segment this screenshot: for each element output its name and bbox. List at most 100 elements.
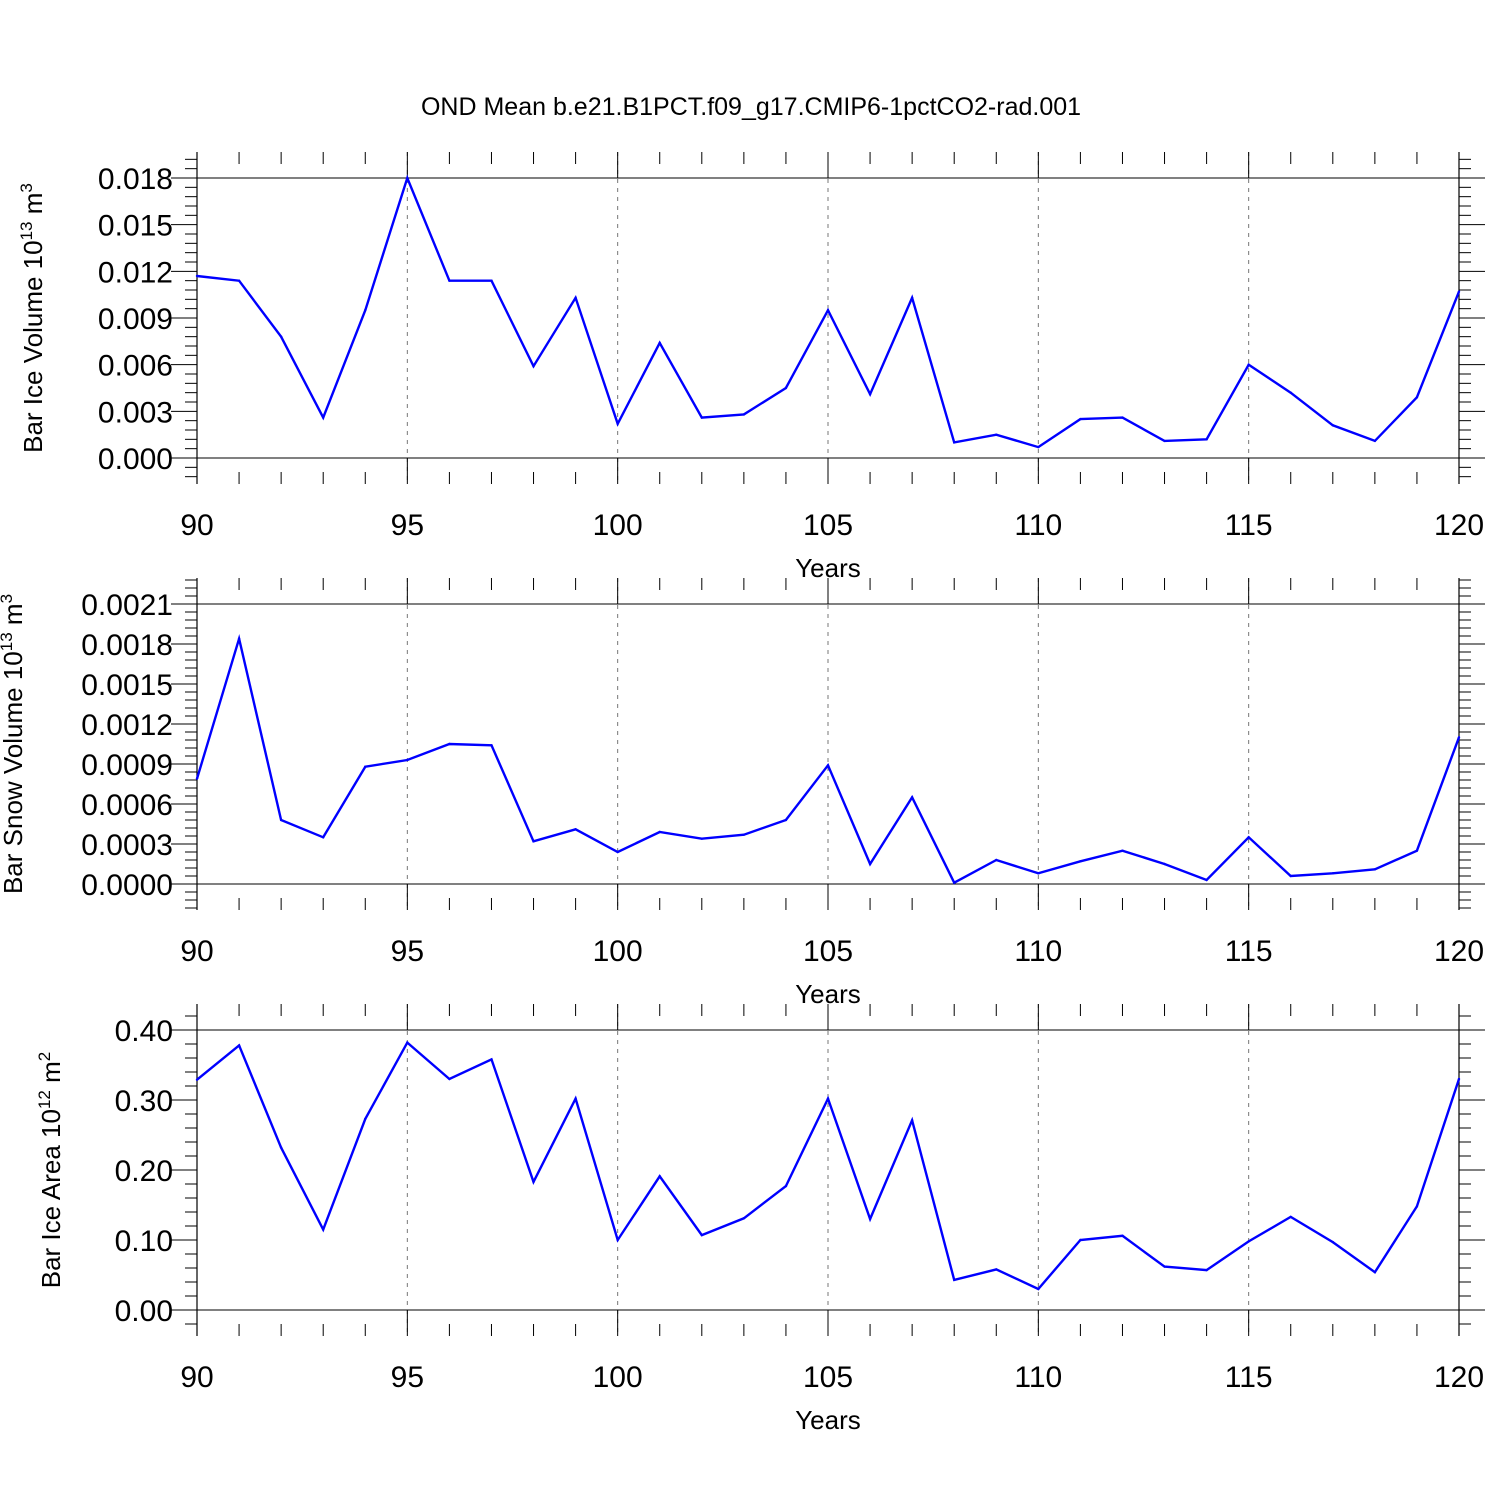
data-point: [1289, 874, 1292, 878]
data-point: [574, 1097, 577, 1100]
data-point: [1415, 849, 1419, 852]
data-point: [1079, 417, 1082, 421]
data-point: [1331, 872, 1335, 875]
data-point: [574, 828, 577, 831]
data-point: [1205, 878, 1208, 882]
data-point: [364, 765, 367, 768]
data-point: [995, 433, 998, 436]
data-point: [1121, 1234, 1124, 1238]
y-tick-label: 0.0021: [81, 589, 173, 622]
y-axis-label-part: m: [18, 193, 48, 222]
y-tick-label: 0.000: [98, 443, 173, 476]
data-point: [1037, 1287, 1040, 1291]
data-point: [742, 413, 746, 416]
x-tick-label: 95: [391, 1361, 424, 1394]
data-point: [406, 1041, 409, 1044]
data-point: [1415, 396, 1419, 399]
data-point: [1373, 1271, 1377, 1274]
data-point: [1457, 290, 1461, 293]
data-point: [742, 833, 746, 836]
data-point: [1037, 872, 1040, 875]
y-axis-label-part: Bar Ice Area 10: [36, 1109, 66, 1288]
y-tick-label: 0.0006: [81, 789, 173, 822]
figure-title: OND Mean b.e21.B1PCT.f09_g17.CMIP6-1pctC…: [421, 93, 1081, 121]
data-point: [364, 309, 367, 312]
data-point: [195, 777, 199, 780]
y-axis-label-superscript: 13: [17, 221, 36, 240]
x-tick-label: 105: [803, 1361, 853, 1394]
x-tick-label: 90: [180, 509, 213, 542]
data-point: [448, 279, 451, 282]
y-tick-label: 0.018: [98, 163, 173, 196]
x-tick-label: 105: [803, 509, 853, 542]
data-point: [616, 1238, 619, 1242]
data-point: [1457, 736, 1461, 739]
y-tick-label: 0.10: [115, 1225, 173, 1258]
data-point: [616, 850, 619, 854]
data-point: [1163, 1265, 1166, 1268]
data-point: [868, 862, 872, 866]
y-tick-label: 0.009: [98, 303, 173, 336]
y-tick-label: 0.003: [98, 396, 173, 429]
y-axis-label: Bar Ice Volume 1013 m3: [17, 183, 48, 453]
x-tick-label: 110: [1014, 509, 1062, 542]
x-tick-label: 115: [1225, 509, 1273, 542]
data-point: [658, 1175, 661, 1178]
x-axis-label: Years: [795, 1405, 861, 1435]
data-point: [490, 279, 493, 282]
data-point: [1163, 439, 1166, 443]
data-point: [1289, 391, 1292, 394]
x-tick-label: 100: [593, 1361, 643, 1394]
data-point: [1289, 1215, 1292, 1219]
x-tick-label: 120: [1434, 1361, 1484, 1394]
data-point: [826, 1097, 830, 1100]
x-tick-label: 105: [803, 935, 853, 968]
y-tick-label: 0.012: [98, 256, 173, 289]
data-point: [658, 341, 661, 345]
y-tick-label: 0.0018: [81, 629, 173, 662]
data-point: [1205, 1268, 1208, 1272]
data-point: [279, 335, 283, 338]
y-tick-label: 0.0000: [81, 869, 173, 902]
x-tick-label: 115: [1225, 1361, 1273, 1394]
data-point: [406, 758, 409, 762]
data-point: [322, 416, 325, 419]
data-point: [574, 296, 577, 299]
y-tick-label: 0.0012: [81, 709, 173, 742]
data-point: [322, 836, 325, 839]
data-point: [1037, 445, 1040, 449]
y-axis-label-part: Bar Snow Volume 10: [0, 651, 28, 894]
data-point: [1163, 862, 1166, 866]
data-point: [1205, 438, 1208, 441]
y-axis-label: Bar Snow Volume 1013 m3: [0, 594, 28, 894]
data-point: [1079, 860, 1082, 863]
data-point: [700, 837, 703, 840]
x-tick-label: 90: [180, 935, 213, 968]
x-tick-label: 120: [1434, 935, 1484, 968]
data-point: [237, 637, 241, 640]
data-point: [364, 1117, 367, 1121]
data-point: [784, 1184, 788, 1188]
data-point: [784, 818, 788, 822]
y-tick-label: 0.20: [115, 1155, 173, 1188]
x-tick-label: 120: [1434, 509, 1484, 542]
data-point: [1247, 1240, 1250, 1243]
data-point: [1121, 849, 1124, 852]
data-point: [953, 441, 956, 444]
x-tick-label: 95: [391, 935, 424, 968]
data-point: [195, 274, 199, 278]
y-axis-label-superscript: 3: [0, 594, 16, 603]
data-point: [1331, 424, 1335, 427]
data-point: [953, 881, 956, 884]
data-point: [1415, 1205, 1419, 1208]
y-axis-label: Bar Ice Area 1012 m2: [35, 1052, 66, 1289]
data-point: [1457, 1077, 1461, 1081]
data-point: [1331, 1240, 1335, 1244]
y-tick-label: 0.0003: [81, 829, 173, 862]
data-point: [658, 830, 661, 834]
data-point: [322, 1228, 325, 1231]
data-point: [1373, 439, 1377, 443]
y-tick-label: 0.015: [98, 210, 173, 243]
y-tick-label: 0.006: [98, 350, 173, 383]
